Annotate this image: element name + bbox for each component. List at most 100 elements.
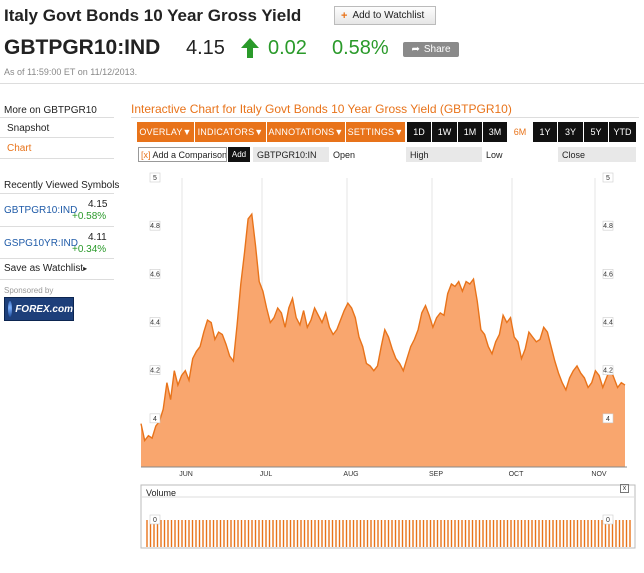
- y-tick-label: 4.2: [603, 368, 613, 375]
- header-divider: [0, 83, 644, 84]
- price-change: 0.02: [268, 37, 307, 59]
- annotations-menu[interactable]: ANNOTATIONS▼: [267, 122, 346, 142]
- page-title: Italy Govt Bonds 10 Year Gross Yield: [4, 6, 302, 25]
- range-6m[interactable]: 6M: [508, 122, 532, 142]
- volume-tick-label: 0: [153, 517, 157, 524]
- stat-high: High: [406, 147, 482, 162]
- range-3y[interactable]: 3Y: [558, 122, 583, 142]
- recent-symbol-change: +0.34%: [72, 244, 107, 255]
- sidebar-heading: More on GBTPGR10: [4, 105, 97, 116]
- stat-open: Open: [329, 147, 406, 162]
- watchlist-label: Add to Watchlist: [352, 10, 425, 21]
- chart-title-divider: [131, 117, 639, 118]
- recent-symbols-heading: Recently Viewed Symbols: [4, 180, 120, 191]
- x-tick-label: OCT: [509, 471, 525, 478]
- x-tick-label: NOV: [591, 471, 607, 478]
- sidebar-divider: [0, 137, 114, 138]
- share-icon: ➦: [411, 44, 420, 55]
- range-1d[interactable]: 1D: [407, 122, 431, 142]
- y-tick-box: [602, 317, 614, 327]
- comparison-placeholder: Add a Comparison: [152, 149, 227, 160]
- share-label: Share: [423, 44, 451, 55]
- sidebar-divider: [0, 258, 114, 259]
- y-tick-box: [149, 317, 161, 327]
- y-tick-label: 4.2: [150, 368, 160, 375]
- stat-close: Close: [558, 147, 636, 162]
- volume-tick-box: [602, 514, 614, 525]
- range-1w[interactable]: 1W: [432, 122, 457, 142]
- x-tick-label: SEP: [429, 471, 443, 478]
- sponsor-logo[interactable]: FOREX.com: [4, 297, 74, 321]
- y-tick-box: [602, 269, 614, 279]
- recent-symbol-price: 4.11: [88, 232, 107, 243]
- sidebar-divider: [0, 117, 114, 118]
- up-arrow-icon: [241, 38, 259, 58]
- y-tick-label: 4.4: [150, 320, 160, 327]
- recent-symbol-link[interactable]: GBTPGR10:IND: [4, 205, 78, 216]
- recent-symbol-link[interactable]: GSPG10YR:IND: [4, 238, 78, 249]
- y-tick-box: [149, 365, 161, 375]
- sponsor-logo-text: FOREX.com: [15, 303, 73, 315]
- chevron-right-icon: ▸: [83, 264, 88, 273]
- x-tick-label: AUG: [343, 471, 358, 478]
- y-tick-label: 4.4: [603, 320, 613, 327]
- save-watchlist-label: Save as Watchlist: [4, 263, 84, 274]
- plus-icon: +: [341, 9, 348, 22]
- y-tick-box: [149, 220, 161, 231]
- close-icon[interactable]: [x]: [141, 149, 151, 160]
- y-tick-box: [149, 172, 161, 183]
- x-tick-label: JUL: [260, 471, 273, 478]
- sidebar-item-chart[interactable]: Chart: [7, 143, 32, 154]
- range-1m[interactable]: 1M: [458, 122, 482, 142]
- indicators-menu[interactable]: INDICATORS▼: [195, 122, 267, 142]
- stat-symbol: GBTPGR10:IN: [253, 147, 329, 162]
- y-tick-label: 4: [606, 416, 610, 423]
- volume-tick-box: [149, 514, 161, 525]
- sidebar-divider: [0, 279, 114, 280]
- price-change-percent: 0.58%: [332, 37, 389, 59]
- volume-label: Volume: [146, 488, 177, 498]
- globe-icon: [8, 301, 13, 317]
- y-tick-label: 4.8: [603, 223, 613, 230]
- recent-symbol-change: +0.58%: [72, 211, 107, 222]
- chart-title: Interactive Chart for Italy Govt Bonds 1…: [131, 102, 512, 116]
- y-tick-box: [602, 220, 614, 231]
- sidebar-item-snapshot[interactable]: Snapshot: [7, 123, 50, 134]
- range-1y[interactable]: 1Y: [533, 122, 557, 142]
- range-3m[interactable]: 3M: [483, 122, 507, 142]
- as-of-timestamp: As of 11:59:00 ET on 11/12/2013.: [4, 67, 138, 77]
- settings-menu[interactable]: SETTINGS▼: [346, 122, 406, 142]
- range-5y[interactable]: 5Y: [584, 122, 608, 142]
- y-tick-label: 4.6: [150, 271, 160, 278]
- volume-panel: [140, 484, 636, 549]
- y-tick-label: 4.8: [150, 223, 160, 230]
- print-link[interactable]: Print: [600, 179, 617, 188]
- save-as-watchlist-link[interactable]: Save as Watchlist▸: [4, 263, 87, 274]
- price-line: [140, 212, 626, 443]
- stat-low: Low: [482, 147, 558, 162]
- share-button[interactable]: ➦ Share: [403, 42, 459, 57]
- y-tick-box: [149, 413, 161, 424]
- y-tick-box: [602, 365, 614, 375]
- y-tick-box: [149, 269, 161, 279]
- add-to-watchlist-button[interactable]: + Add to Watchlist: [334, 6, 436, 25]
- chart-toolbar: OVERLAY▼ INDICATORS▼ ANNOTATIONS▼ SETTIN…: [137, 122, 406, 142]
- add-comparison-button[interactable]: Add: [228, 147, 250, 162]
- y-tick-label: 4: [153, 416, 157, 423]
- y-tick-label: 4.6: [603, 271, 613, 278]
- plot-background: [141, 178, 627, 467]
- range-ytd[interactable]: YTD: [609, 122, 636, 142]
- sidebar-divider: [0, 158, 114, 159]
- y-tick-label: 5: [153, 175, 157, 182]
- volume-tick-label: 0: [606, 517, 610, 524]
- sponsored-label: Sponsored by: [4, 286, 54, 295]
- last-price: 4.15: [186, 37, 225, 59]
- sidebar-divider: [0, 193, 114, 194]
- y-tick-box: [602, 413, 614, 424]
- ticker-symbol: GBTPGR10:IND: [4, 36, 161, 59]
- add-comparison-input[interactable]: [x] Add a Comparison: [138, 147, 227, 162]
- close-icon[interactable]: x: [620, 484, 629, 493]
- overlay-menu[interactable]: OVERLAY▼: [137, 122, 195, 142]
- sidebar-divider: [0, 226, 114, 227]
